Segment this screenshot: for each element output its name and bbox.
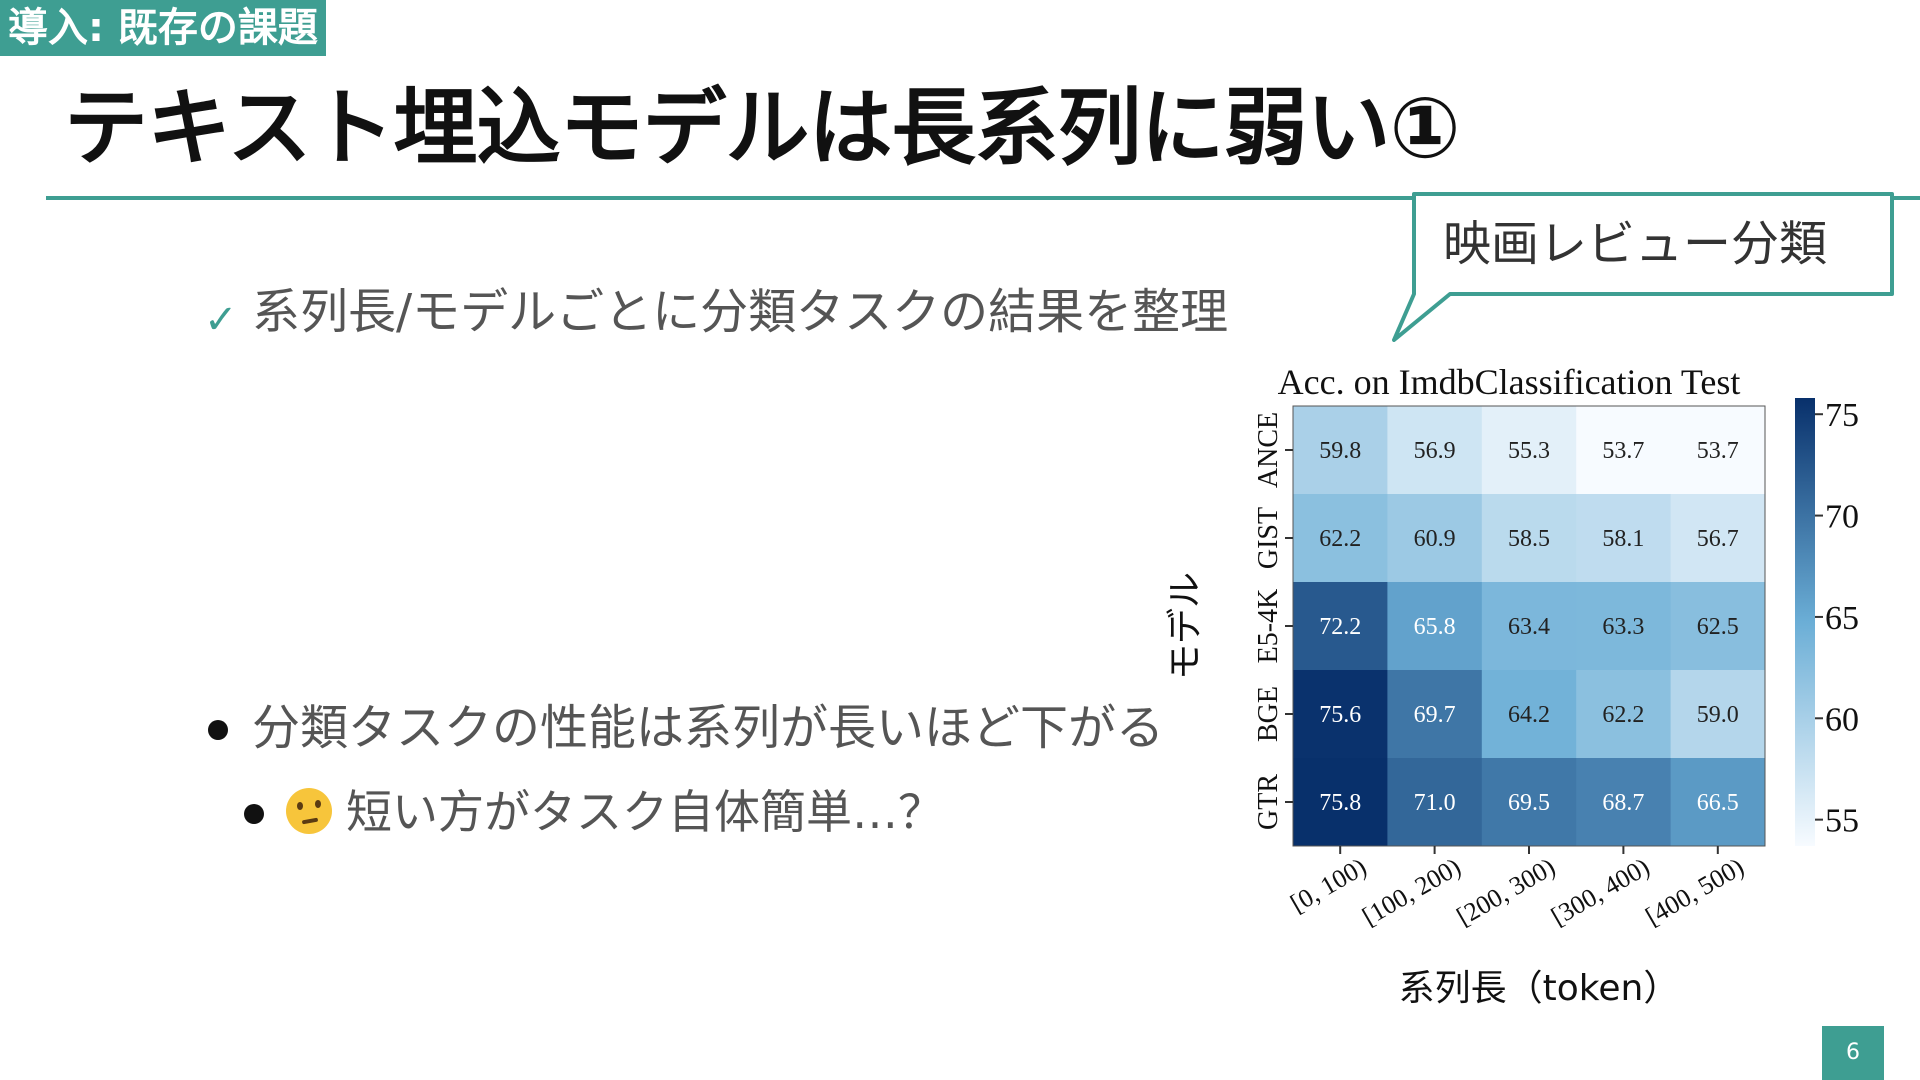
x-axis-label: 系列長（token） bbox=[1399, 968, 1680, 1009]
heatmap-cell bbox=[1481, 758, 1577, 847]
cell-value-label: 55.3 bbox=[1508, 438, 1550, 464]
cell-value-label: 60.9 bbox=[1414, 526, 1456, 552]
colorbar-tick-label: 65 bbox=[1825, 600, 1859, 637]
bullet-check: ✓ 系列長/モデルごとに分類タスクの結果を整理 bbox=[204, 280, 1228, 344]
cell-value-label: 72.2 bbox=[1319, 614, 1361, 640]
bullet-text: 系列長/モデルごとに分類タスクの結果を整理 bbox=[252, 284, 1229, 340]
colorbar-tick-label: 70 bbox=[1825, 499, 1859, 536]
y-axis-label: モデル bbox=[1165, 572, 1206, 680]
bullet-text: 短い方がタスク自体簡単…？ bbox=[346, 785, 944, 839]
check-icon: ✓ bbox=[204, 297, 238, 343]
section-tag: 導入: 既存の課題 bbox=[0, 0, 326, 56]
cell-value-label: 66.5 bbox=[1697, 790, 1739, 816]
cell-value-label: 65.8 bbox=[1414, 614, 1456, 640]
heatmap-cell bbox=[1576, 758, 1672, 847]
callout-bubble bbox=[1392, 192, 1894, 342]
heatmap-cell bbox=[1387, 582, 1483, 671]
cell-value-label: 59.8 bbox=[1319, 438, 1361, 464]
cell-value-label: 56.9 bbox=[1414, 438, 1456, 464]
heatmap-cell bbox=[1670, 494, 1766, 583]
heatmap-cell bbox=[1293, 406, 1388, 495]
heatmap-cell bbox=[1481, 494, 1577, 583]
colorbar-tick-label: 75 bbox=[1825, 397, 1859, 434]
colorbar-tick-label: 60 bbox=[1825, 701, 1859, 738]
callout-label: 映画レビュー分類 bbox=[1442, 216, 1827, 272]
y-tick-label: GTR bbox=[1253, 774, 1284, 830]
heatmap-chart: Acc. on ImdbClassification Test 59.8 56.9 5… bbox=[1165, 362, 1859, 1009]
heatmap-cell bbox=[1293, 670, 1388, 759]
colorbar bbox=[1795, 398, 1815, 846]
page-number: 6 bbox=[1822, 1026, 1884, 1080]
cell-value-label: 62.5 bbox=[1697, 614, 1739, 640]
heatmap-cell bbox=[1576, 406, 1672, 495]
heatmap-cell bbox=[1293, 582, 1388, 671]
cell-value-label: 59.0 bbox=[1697, 702, 1739, 728]
cell-value-label: 69.7 bbox=[1414, 702, 1456, 728]
cell-value-label: 53.7 bbox=[1697, 438, 1739, 464]
title-divider bbox=[46, 196, 1920, 200]
heatmap-cell bbox=[1670, 758, 1766, 847]
heatmap-cell bbox=[1481, 582, 1577, 671]
heatmap-cell bbox=[1670, 670, 1766, 759]
cell-value-label: 68.7 bbox=[1602, 790, 1644, 816]
heatmap-cell bbox=[1481, 406, 1577, 495]
cell-value-label: 69.5 bbox=[1508, 790, 1550, 816]
heatmap-cell bbox=[1387, 670, 1483, 759]
bullet-text-wrap: 短い方がタスク自体簡単…？ bbox=[286, 785, 944, 839]
cell-value-label: 75.6 bbox=[1319, 702, 1361, 728]
heatmap-cell bbox=[1481, 670, 1577, 759]
cell-value-label: 56.7 bbox=[1697, 526, 1739, 552]
heatmap-cell bbox=[1670, 406, 1766, 495]
cell-value-label: 58.1 bbox=[1602, 526, 1644, 552]
heatmap-cell bbox=[1293, 494, 1388, 583]
cell-value-label: 63.4 bbox=[1508, 614, 1550, 640]
x-tick-label: [100, 200) bbox=[1357, 852, 1465, 931]
bullet-dot-icon bbox=[244, 804, 264, 824]
cell-value-label: 62.2 bbox=[1602, 702, 1644, 728]
cell-value-label: 75.8 bbox=[1319, 790, 1361, 816]
heatmap-cell bbox=[1387, 758, 1483, 847]
heatmap-cell bbox=[1576, 494, 1672, 583]
x-tick-label: [400, 500) bbox=[1640, 852, 1748, 931]
y-tick-label: ANCE bbox=[1253, 412, 1284, 488]
heatmap-cell bbox=[1293, 758, 1388, 847]
heatmap-cell bbox=[1576, 582, 1672, 671]
heatmap-cell bbox=[1387, 406, 1483, 495]
bullet-dot-icon bbox=[208, 720, 228, 740]
chart-title: Acc. on ImdbClassification Test bbox=[1278, 362, 1741, 402]
bullet-text: 分類タスクの性能は系列が長いほど下がる bbox=[252, 700, 1165, 756]
sub-bullet-item: 短い方がタスク自体簡単…？ bbox=[240, 780, 944, 844]
cell-value-label: 63.3 bbox=[1602, 614, 1644, 640]
y-tick-label: E5-4K bbox=[1253, 589, 1284, 664]
colorbar-tick-label: 55 bbox=[1825, 803, 1859, 840]
heatmap-cell bbox=[1387, 494, 1483, 583]
cell-value-label: 58.5 bbox=[1508, 526, 1550, 552]
bullet-item: 分類タスクの性能は系列が長いほど下がる bbox=[204, 696, 1164, 760]
cell-value-label: 64.2 bbox=[1508, 702, 1550, 728]
x-tick-label: [200, 300) bbox=[1452, 852, 1560, 931]
y-tick-label: BGE bbox=[1253, 686, 1284, 742]
cell-value-label: 53.7 bbox=[1602, 438, 1644, 464]
heatmap-cell bbox=[1670, 582, 1766, 671]
cell-value-label: 62.2 bbox=[1319, 526, 1361, 552]
slide-title: テキスト埋込モデルは長系列に弱い① bbox=[64, 79, 1461, 177]
cell-value-label: 71.0 bbox=[1414, 790, 1456, 816]
y-tick-label: GIST bbox=[1253, 507, 1284, 569]
x-tick-label: [300, 400) bbox=[1546, 852, 1654, 931]
heatmap-cell bbox=[1576, 670, 1672, 759]
thinking-face-icon bbox=[286, 788, 332, 834]
